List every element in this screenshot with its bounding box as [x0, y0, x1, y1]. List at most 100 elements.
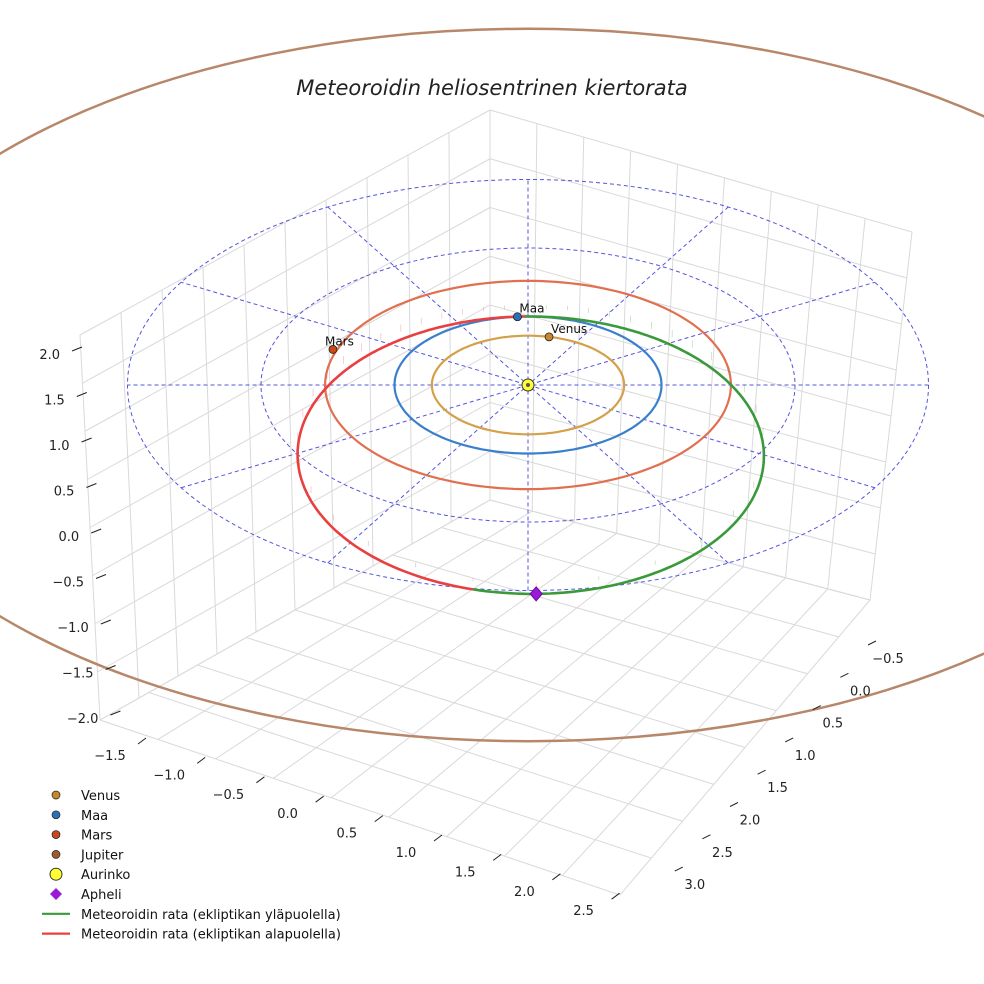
x-tick-label: −1.0: [153, 768, 185, 783]
legend: Venus Maa Mars Jupiter Aurinko Apheli Meteoroi…: [42, 789, 341, 943]
grid-line: [87, 255, 491, 480]
venus-marker: [544, 332, 554, 342]
venus-orbit: [430, 334, 626, 436]
legend-item-5-marker: [50, 888, 62, 900]
z-tick-mark: [100, 619, 111, 625]
x-tick-mark: [433, 834, 443, 842]
grid-line: [489, 353, 886, 463]
z-tick-mark: [71, 346, 83, 352]
aphelion-marker: [529, 586, 543, 602]
sun-core: [526, 383, 530, 387]
legend-item-1-marker: [51, 810, 61, 820]
legend-item-7-label: Meteoroidin rata (ekliptikan alapuolella…: [81, 928, 341, 943]
jupiter-orbit: [0, 27, 984, 743]
axes-grid: [79, 109, 913, 896]
legend-item-2-label: Mars: [81, 829, 113, 844]
y-tick-label: 1.0: [795, 749, 816, 764]
x-tick-mark: [256, 776, 265, 784]
z-tick-mark: [81, 437, 92, 443]
meteoroid-orbit-below: [296, 315, 526, 591]
tick-labels: 2.0 1.5 1.0 0.5 0.0 −0.5 −1.0 −1.5 −2.0 −1.5 −1.0 −…: [39, 346, 904, 919]
z-tick-mark: [110, 710, 121, 716]
y-tick-mark: [729, 802, 739, 807]
x-tick-label: 2.0: [514, 885, 535, 900]
legend-item-0-label: Venus: [81, 789, 120, 804]
x-tick-mark: [552, 873, 561, 881]
x-tick-mark: [137, 737, 147, 745]
grid-line: [92, 353, 491, 577]
x-tick-mark: [196, 757, 206, 764]
x-tick-label: 1.0: [396, 846, 417, 861]
x-tick-mark: [611, 892, 620, 900]
x-tick-mark: [315, 795, 324, 803]
grid-line: [294, 609, 746, 748]
z-tick-label: 1.5: [44, 394, 65, 409]
z-tick-mark: [91, 528, 102, 534]
maa-label: Maa: [519, 302, 544, 316]
grid-line: [489, 304, 892, 417]
x-tick-mark: [492, 854, 502, 861]
y-tick-label: 2.0: [740, 814, 761, 829]
grid-line: [489, 158, 907, 279]
maa-orbit: [393, 315, 663, 455]
grid-line: [441, 527, 839, 638]
grid-line: [489, 255, 897, 371]
y-tick-label: 1.5: [767, 781, 788, 796]
grid-line: [197, 664, 683, 822]
z-tick-label: −0.5: [52, 576, 84, 591]
y-tick-mark: [757, 769, 766, 775]
meteoroid-orbit-above: [472, 315, 766, 596]
maa-marker: [513, 312, 522, 322]
z-tick-label: −1.5: [62, 667, 94, 682]
chart-title: Meteoroidin heliosentrinen kiertorata: [296, 76, 688, 100]
z-tick-label: 0.0: [59, 530, 80, 545]
x-tick-mark: [374, 815, 384, 822]
y-tick-mark: [840, 672, 849, 678]
legend-item-0-marker: [51, 790, 61, 800]
grid-line: [94, 402, 491, 625]
y-tick-mark: [674, 866, 684, 872]
legend-item-4-label: Aurinko: [81, 868, 130, 883]
z-tick-mark: [86, 483, 97, 488]
y-tick-label: −0.5: [872, 652, 904, 667]
legend-item-2-marker: [51, 830, 61, 839]
grid-line: [489, 402, 881, 509]
grid-line: [489, 499, 871, 601]
mars-label: Mars: [325, 334, 354, 348]
z-tick-label: 1.0: [49, 439, 70, 454]
grid-line: [97, 450, 491, 673]
grid-line: [84, 207, 491, 432]
x-tick-label: 1.5: [455, 865, 476, 880]
y-tick-mark: [784, 737, 794, 743]
grid-line: [148, 692, 652, 859]
z-tick-label: 2.0: [39, 348, 60, 363]
legend-item-4-marker: [49, 867, 63, 881]
z-tick-mark: [76, 392, 87, 397]
legend-item-1-label: Maa: [81, 809, 108, 824]
y-tick-mark: [702, 834, 711, 840]
y-tick-label: 0.5: [822, 717, 843, 732]
grid-line: [79, 109, 491, 336]
grid-line: [99, 719, 621, 896]
z-tick-label: −2.0: [67, 712, 99, 727]
grid-line: [489, 450, 876, 555]
grid-line: [343, 582, 777, 712]
z-tick-mark: [105, 665, 116, 670]
z-tick-label: −1.0: [57, 621, 89, 636]
x-tick-label: −1.5: [94, 749, 126, 764]
grid-line: [246, 637, 714, 785]
grid-line: [82, 158, 491, 384]
grid-line: [489, 109, 913, 233]
x-tick-label: −0.5: [213, 788, 245, 803]
y-tick-label: 0.0: [850, 684, 871, 699]
x-tick-label: 0.0: [277, 807, 298, 822]
orbits: Venus Maa Mars: [0, 27, 984, 743]
venus-label: Venus: [551, 322, 587, 336]
y-tick-label: 2.5: [712, 846, 733, 861]
legend-item-5-label: Apheli: [81, 888, 122, 903]
y-tick-label: 3.0: [684, 878, 705, 893]
mars-marker: [328, 345, 338, 354]
y-tick-mark: [812, 705, 822, 711]
z-tick-label: 0.5: [54, 485, 75, 500]
